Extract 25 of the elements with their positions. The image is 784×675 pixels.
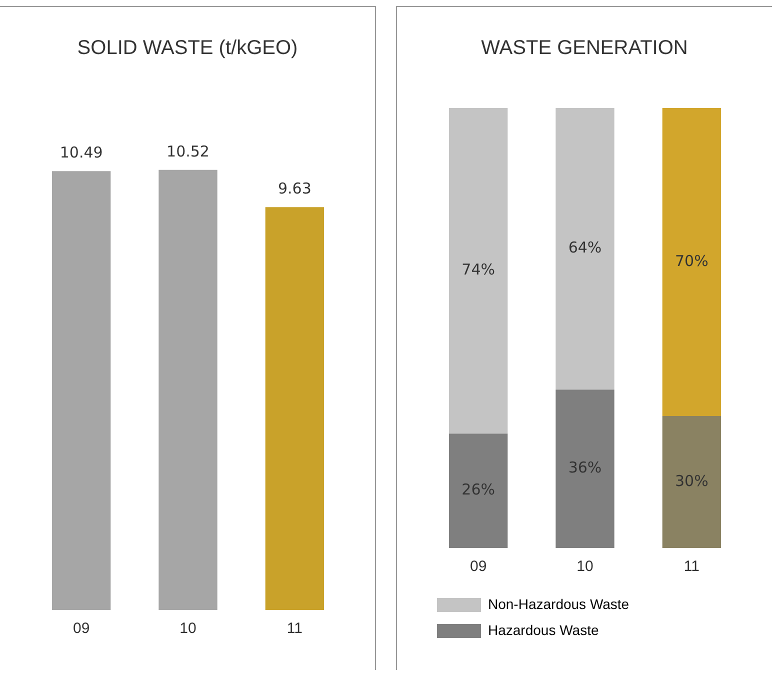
data-label: 9.63 (277, 180, 311, 198)
data-label: 30% (674, 472, 708, 490)
data-label: 26% (461, 480, 495, 499)
chart-title: SOLID WASTE (t/kGEO) (76, 37, 299, 60)
x-tick-label: 09 (72, 620, 90, 638)
bar (662, 108, 720, 416)
x-tick-label: 10 (179, 620, 196, 638)
data-label: 10.52 (166, 142, 209, 160)
bar (448, 434, 508, 548)
data-label: 74% (461, 260, 495, 279)
legend-label: Hazardous Waste (488, 622, 598, 638)
bar (448, 108, 508, 434)
data-label: 70% (674, 252, 708, 270)
x-tick-label: 11 (286, 620, 302, 638)
data-label: 36% (568, 458, 602, 477)
legend-label: Non-Hazardous Waste (488, 596, 629, 612)
chart-title: WASTE GENERATION (480, 37, 689, 60)
bar (662, 416, 720, 548)
bar (555, 108, 614, 390)
data-label: 10.49 (59, 144, 102, 162)
x-tick-label: 10 (576, 558, 593, 576)
x-tick-label: 11 (683, 558, 699, 576)
x-tick-label: 09 (469, 558, 486, 576)
bar (555, 390, 614, 548)
data-label: 64% (568, 238, 602, 257)
